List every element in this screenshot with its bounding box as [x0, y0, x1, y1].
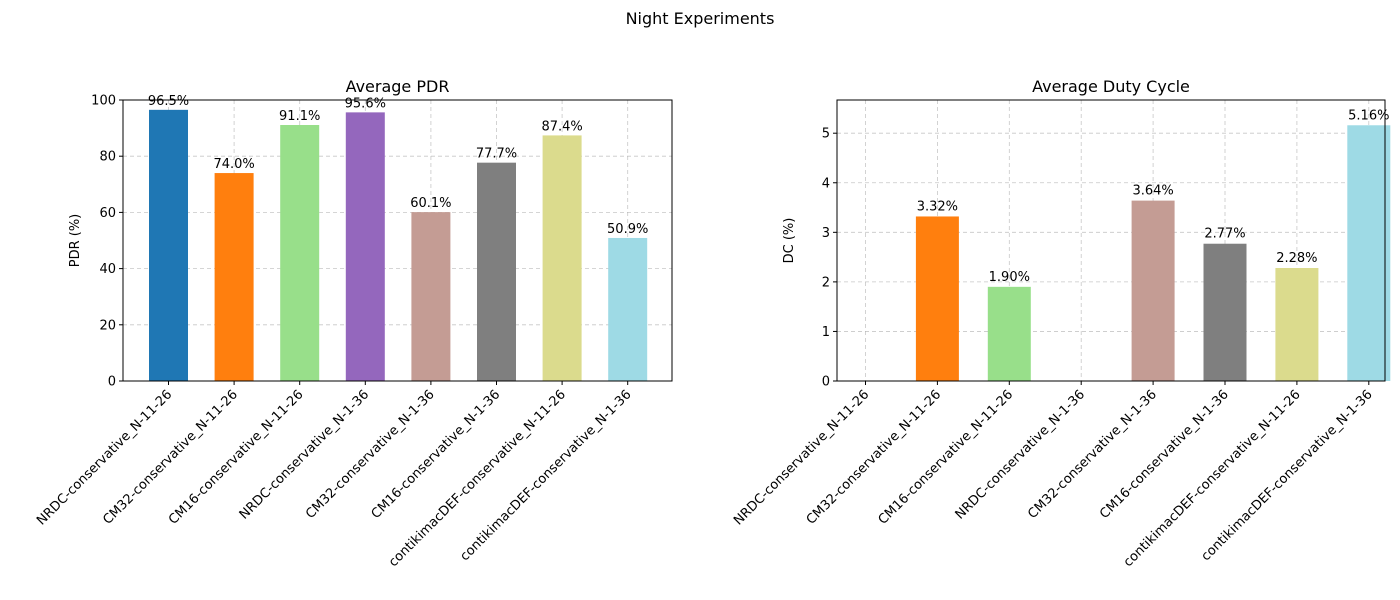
bar [1203, 243, 1247, 381]
bar-value-label: 5.16% [1348, 108, 1389, 123]
y-axis-label: PDR (%) [68, 214, 83, 268]
x-tick-label: NRDC-conservative_N-11-26 [731, 387, 872, 528]
bar-value-label: 2.77% [1204, 227, 1245, 242]
x-tick-label: NRDC-conservative_N-1-36 [237, 387, 372, 522]
x-tick-label: NRDC-conservative_N-1-36 [953, 387, 1088, 522]
x-tick-label: CM16-conservative_N-11-26 [876, 387, 1017, 528]
x-tick-label: CM16-conservative_N-1-36 [369, 387, 504, 522]
y-tick-label: 80 [99, 150, 116, 165]
bar [915, 216, 959, 381]
x-tick-label: CM32-conservative_N-1-36 [1025, 387, 1160, 522]
bar-value-label: 50.9% [607, 222, 648, 237]
x-tick-label: CM16-conservative_N-11-26 [166, 387, 307, 528]
plot-frame [122, 99, 673, 382]
y-tick-label: 20 [99, 318, 116, 333]
bar-value-label: 74.0% [213, 157, 254, 172]
y-tick-label: 5 [822, 127, 830, 142]
bar [214, 173, 254, 381]
bar-value-label: 3.32% [917, 199, 958, 214]
bar [345, 112, 385, 381]
bar-value-label: 87.4% [541, 119, 582, 134]
plot-frame [836, 99, 1386, 382]
bar-value-label: 95.6% [345, 96, 386, 111]
subplot-1: 96.5% 74.0% 91.1% 95.6% 60.1% 77.7% 87.4% 50.9%… [34, 77, 673, 570]
x-tick-label: NRDC-conservative_N-11-26 [34, 387, 175, 528]
y-tick-label: 4 [822, 176, 830, 191]
bar [1275, 268, 1319, 381]
y-tick-label: 100 [91, 94, 116, 109]
x-tick-label: CM32-conservative_N-1-36 [303, 387, 438, 522]
bar [1131, 200, 1175, 381]
chart-title: Average Duty Cycle [1032, 77, 1190, 96]
y-tick-label: 60 [99, 206, 116, 221]
y-tick-label: 2 [822, 275, 830, 290]
bar-value-label: 96.5% [148, 94, 189, 109]
bar [411, 212, 451, 381]
bar-value-label: 3.64% [1132, 184, 1173, 199]
y-tick-label: 1 [822, 325, 830, 340]
y-tick-label: 3 [822, 226, 830, 241]
bar [608, 237, 648, 381]
bar [149, 109, 188, 382]
bar [1347, 125, 1391, 381]
bar [280, 125, 320, 381]
figure-title: Night Experiments [625, 9, 775, 28]
bar [542, 135, 582, 381]
y-tick-label: 0 [822, 375, 830, 390]
y-tick-label: 0 [108, 375, 116, 390]
x-tick-label: CM16-conservative_N-1-36 [1097, 387, 1232, 522]
subplot-2: 3.32% 1.90% 3.64% 2.77% 2.28% 5.16% 0 1 2 3 4 5 NRDC… [731, 77, 1391, 570]
bar-value-label: 77.7% [476, 147, 517, 162]
bar [477, 162, 516, 381]
chart-title: Average PDR [346, 77, 450, 96]
bar-value-label: 1.90% [989, 270, 1030, 285]
y-axis-label: DC (%) [782, 218, 797, 264]
x-tick-label: CM32-conservative_N-11-26 [100, 387, 241, 528]
bar [987, 286, 1031, 381]
x-tick-label: CM32-conservative_N-11-26 [804, 387, 945, 528]
bar-value-label: 91.1% [279, 109, 320, 124]
bar-value-label: 2.28% [1276, 251, 1317, 266]
y-tick-label: 40 [99, 262, 116, 277]
bar-value-label: 60.1% [410, 196, 451, 211]
